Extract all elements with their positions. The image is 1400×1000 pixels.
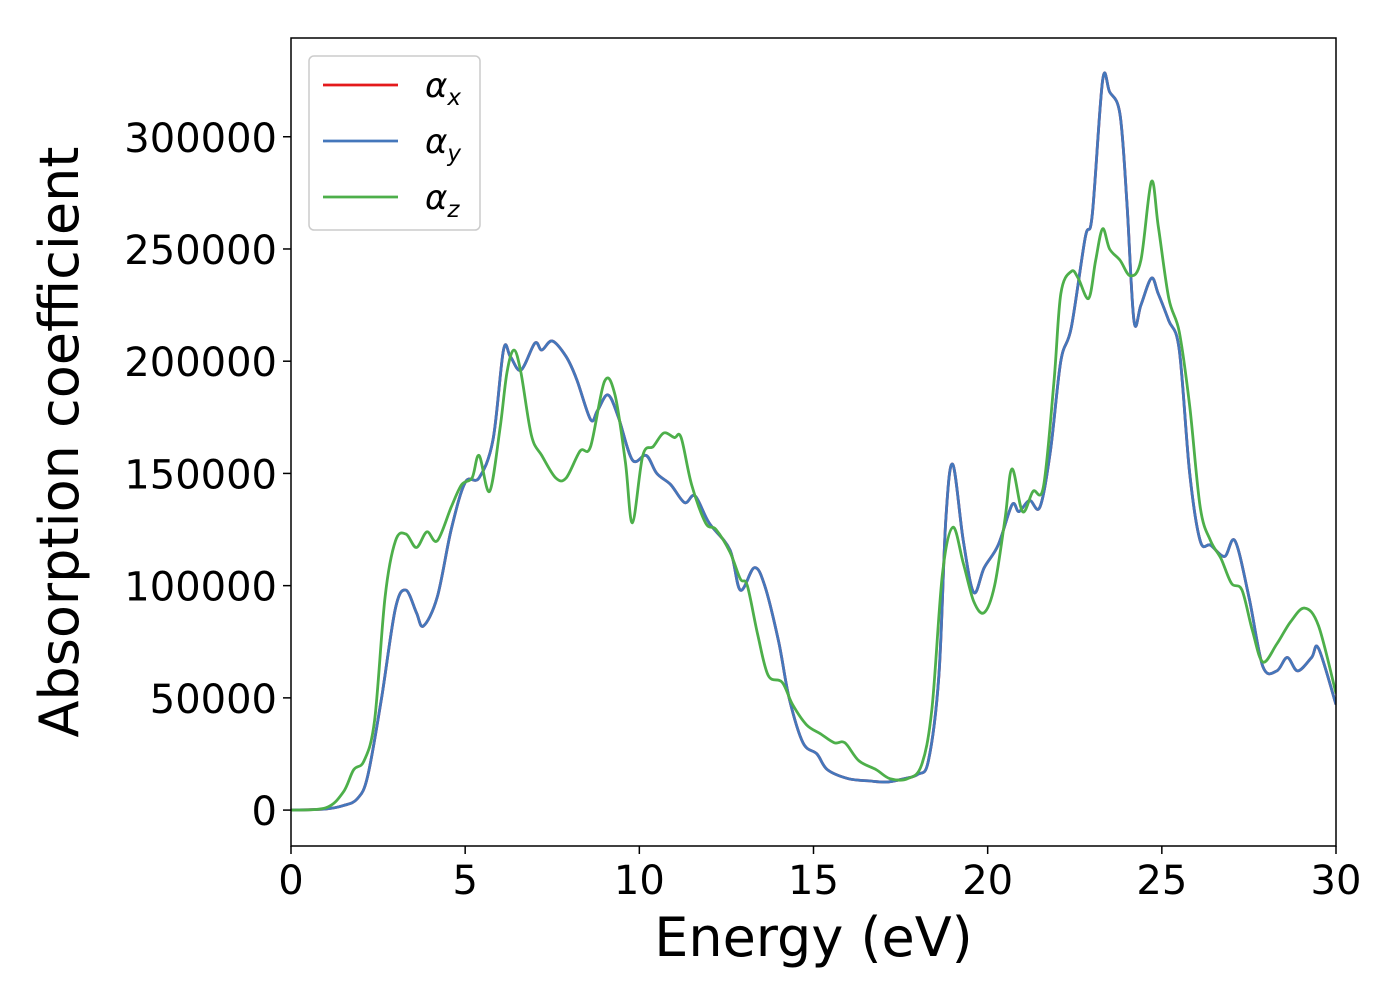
y-tick-label: 50000 (150, 677, 277, 723)
x-tick-label: 30 (1311, 858, 1362, 904)
legend-label-z: αz (425, 178, 460, 223)
y-tick-label: 250000 (124, 228, 277, 274)
series-line-z (291, 179, 1336, 812)
x-tick-label: 10 (614, 858, 665, 904)
x-tick-label: 25 (1136, 858, 1187, 904)
legend-box (308, 55, 481, 231)
y-tick-label: 300000 (124, 116, 277, 162)
x-tick-label: 0 (278, 858, 303, 904)
x-tick-label: 20 (962, 858, 1013, 904)
y-tick-label: 150000 (124, 452, 277, 498)
series-line-y (291, 71, 1336, 812)
y-tick-label: 0 (252, 789, 277, 835)
legend: αx αy αz (308, 55, 481, 231)
y-axis-title: Absorption coefficient (28, 147, 91, 738)
y-axis-ticks: 0 50000 100000 150000 200000 250000 300000 (124, 116, 291, 835)
legend-items: αx αy αz (323, 66, 461, 223)
x-axis-title: Energy (eV) (654, 906, 973, 969)
y-tick-label: 100000 (124, 565, 277, 611)
x-axis-ticks: 0 5 10 15 20 25 30 (278, 846, 1361, 904)
legend-label-x: αx (425, 66, 461, 111)
legend-label-y: αy (425, 122, 461, 167)
x-tick-label: 5 (452, 858, 477, 904)
x-tick-label: 15 (788, 858, 839, 904)
y-tick-label: 200000 (124, 340, 277, 386)
series-layer (291, 71, 1336, 812)
